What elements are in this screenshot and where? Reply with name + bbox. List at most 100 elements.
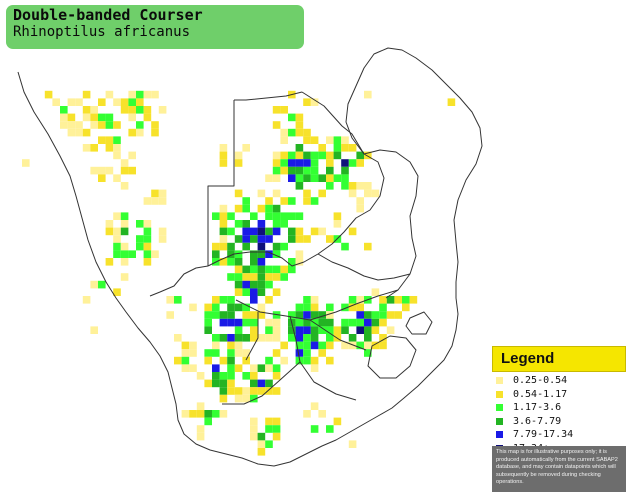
occurrence-cell [151, 250, 159, 258]
occurrence-cell [371, 311, 380, 319]
occurrence-cell [90, 166, 98, 175]
occurrence-cell [310, 174, 319, 182]
occurrence-cell [219, 204, 228, 213]
occurrence-cell [447, 98, 456, 106]
occurrence-cell [227, 341, 235, 350]
occurrence-cell [280, 356, 288, 365]
occurrence-grid [22, 90, 456, 456]
occurrence-cell [113, 98, 121, 106]
occurrence-cell [189, 341, 197, 350]
occurrence-cell [280, 106, 288, 114]
occurrence-cell [310, 356, 319, 365]
occurrence-cell [326, 318, 334, 327]
occurrence-cell [295, 326, 304, 334]
occurrence-cell [326, 159, 334, 167]
legend-item: 3.6-7.79 [492, 415, 626, 429]
occurrence-cell [272, 432, 281, 441]
occurrence-cell [250, 425, 258, 433]
occurrence-cell [204, 311, 212, 319]
occurrence-cell [303, 334, 311, 342]
occurrence-cell [105, 220, 114, 228]
occurrence-cell [166, 311, 174, 319]
occurrence-cell [310, 151, 319, 160]
occurrence-cell [348, 440, 357, 448]
occurrence-cell [272, 166, 281, 175]
limpopo-border [317, 253, 411, 281]
occurrence-cell [242, 394, 250, 403]
occurrence-cell [113, 212, 121, 220]
occurrence-cell [333, 151, 342, 160]
occurrence-cell [196, 410, 205, 418]
occurrence-cell [82, 113, 91, 122]
occurrence-cell [272, 204, 281, 213]
occurrence-cell [120, 98, 129, 106]
occurrence-cell [295, 144, 304, 152]
occurrence-cell [82, 144, 91, 152]
occurrence-cell [181, 364, 190, 372]
occurrence-cell [272, 364, 281, 372]
occurrence-cell [295, 151, 304, 160]
occurrence-cell [265, 326, 273, 334]
occurrence-cell [310, 334, 319, 342]
occurrence-cell [341, 242, 349, 251]
occurrence-cell [227, 258, 235, 266]
occurrence-cell [379, 334, 387, 342]
occurrence-cell [272, 288, 281, 296]
occurrence-cell [242, 265, 250, 274]
occurrence-cell [272, 121, 281, 129]
occurrence-cell [257, 448, 266, 456]
occurrence-cell [265, 174, 273, 182]
occurrence-cell [44, 90, 53, 99]
occurrence-cell [341, 166, 349, 175]
species-title-panel: Double-banded Courser Rhinoptilus africa… [6, 5, 304, 49]
occurrence-cell [326, 334, 334, 342]
occurrence-cell [386, 311, 395, 319]
occurrence-cell [120, 166, 129, 175]
occurrence-cell [295, 349, 304, 357]
occurrence-cell [272, 174, 281, 182]
occurrence-cell [143, 250, 152, 258]
occurrence-cell [98, 166, 106, 175]
occurrence-cell [265, 204, 273, 213]
occurrence-cell [227, 303, 235, 312]
occurrence-cell [219, 311, 228, 319]
occurrence-cell [265, 318, 273, 327]
occurrence-cell [272, 250, 281, 258]
occurrence-cell [189, 410, 197, 418]
occurrence-cell [67, 121, 76, 129]
occurrence-cell [364, 189, 372, 198]
occurrence-cell [326, 166, 334, 175]
occurrence-cell [234, 273, 243, 281]
occurrence-cell [52, 98, 60, 106]
occurrence-cell [257, 273, 266, 281]
occurrence-cell [265, 197, 273, 205]
occurrence-cell [303, 151, 311, 160]
occurrence-cell [204, 417, 212, 426]
occurrence-cell [295, 128, 304, 137]
occurrence-cell [250, 288, 258, 296]
occurrence-cell [250, 227, 258, 236]
occurrence-cell [333, 417, 342, 426]
occurrence-cell [272, 106, 281, 114]
occurrence-cell [250, 394, 258, 403]
occurrence-cell [356, 204, 364, 213]
occurrence-cell [227, 334, 235, 342]
occurrence-cell [257, 311, 266, 319]
occurrence-cell [303, 98, 311, 106]
occurrence-cell [250, 364, 258, 372]
occurrence-cell [242, 227, 250, 236]
legend-label: 0.54-1.17 [513, 388, 568, 400]
occurrence-cell [326, 311, 334, 319]
occurrence-cell [257, 387, 266, 395]
occurrence-cell [348, 189, 357, 198]
occurrence-cell [356, 311, 364, 319]
occurrence-cell [326, 425, 334, 433]
occurrence-cell [250, 326, 258, 334]
occurrence-cell [318, 341, 326, 350]
occurrence-cell [295, 121, 304, 129]
occurrence-cell [227, 212, 235, 220]
legend-swatch [496, 417, 503, 425]
occurrence-cell [242, 144, 250, 152]
occurrence-cell [67, 128, 76, 137]
occurrence-cell [295, 166, 304, 175]
